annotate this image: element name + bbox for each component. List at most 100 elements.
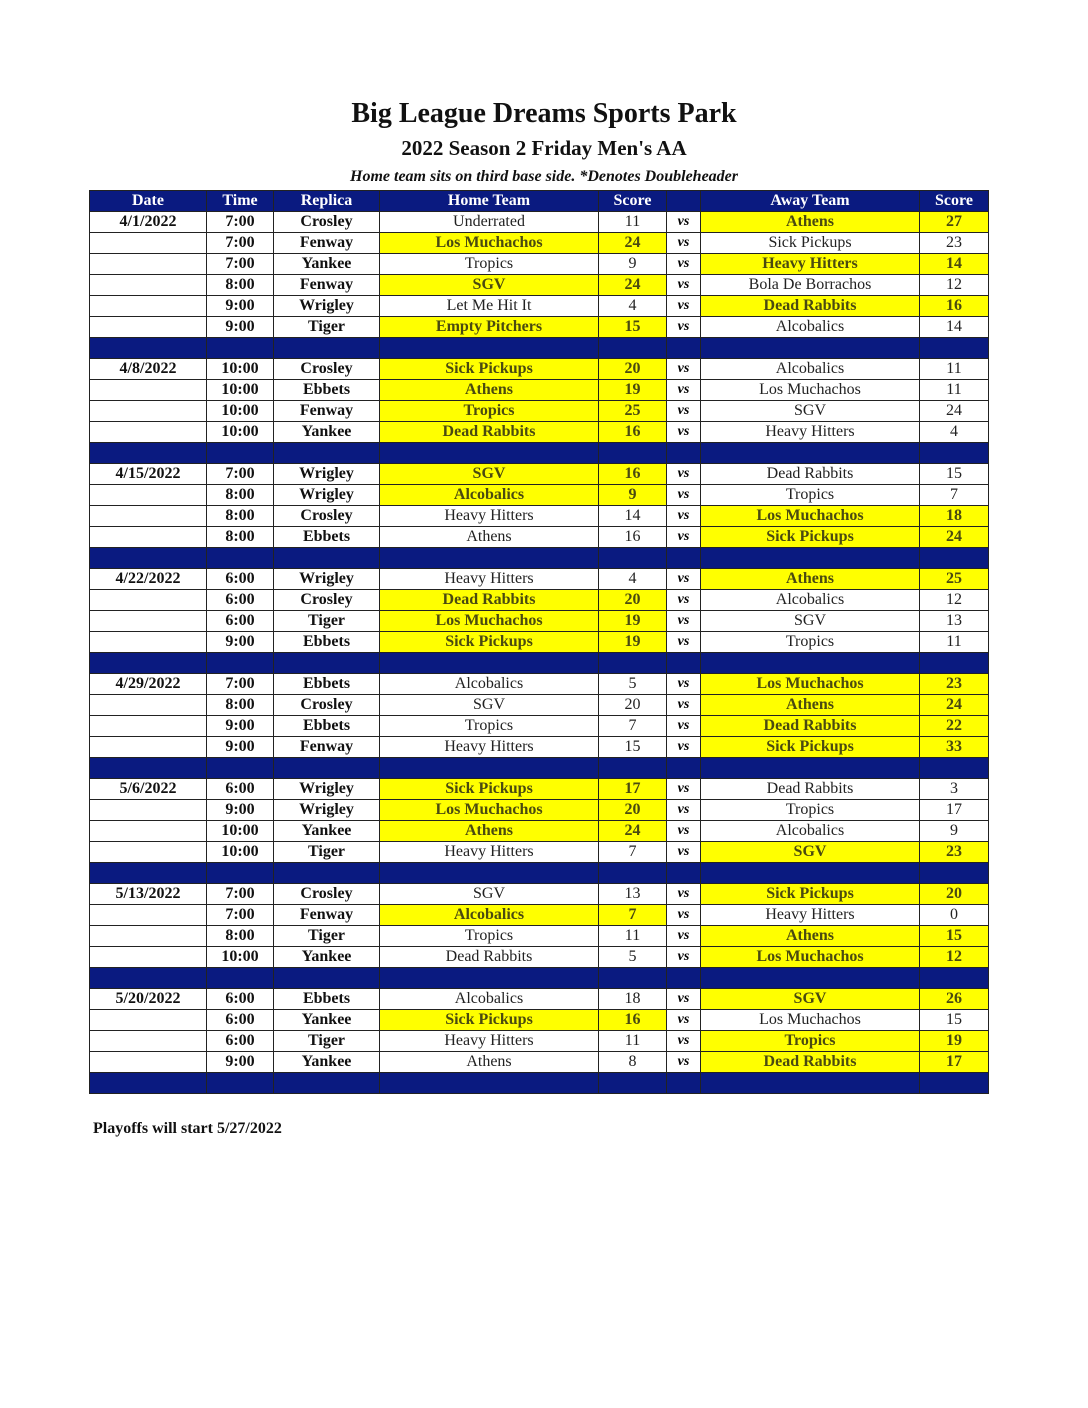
home-team-cell: Athens — [379, 379, 599, 401]
separator-cell — [273, 1072, 380, 1094]
home-team-cell: Tropics — [379, 400, 599, 422]
separator-cell — [919, 547, 989, 569]
home-score-cell: 19 — [598, 610, 667, 632]
time-cell: 10:00 — [206, 358, 274, 380]
away-score-cell: 24 — [919, 526, 989, 548]
replica-cell: Fenway — [273, 736, 380, 758]
week-separator-row — [89, 1072, 989, 1094]
replica-cell: Tiger — [273, 925, 380, 947]
date-cell: 4/29/2022 — [89, 673, 207, 695]
separator-cell — [919, 1072, 989, 1094]
home-score-cell: 9 — [598, 484, 667, 506]
vs-cell: vs — [666, 484, 701, 506]
game-row: 7:00 Fenway Los Muchachos 24 vs Sick Pickups 2… — [89, 232, 989, 254]
home-score-cell: 24 — [598, 820, 667, 842]
away-team-cell: SGV — [700, 988, 920, 1010]
away-team-cell: Tropics — [700, 799, 920, 821]
time-cell: 6:00 — [206, 778, 274, 800]
away-team-cell: Athens — [700, 568, 920, 590]
time-cell: 10:00 — [206, 400, 274, 422]
separator-cell — [89, 862, 207, 884]
time-cell: 6:00 — [206, 1030, 274, 1052]
replica-cell: Ebbets — [273, 526, 380, 548]
date-cell — [89, 379, 207, 401]
home-score-cell: 19 — [598, 379, 667, 401]
separator-cell — [666, 1072, 701, 1094]
replica-cell: Crosley — [273, 505, 380, 527]
vs-cell: vs — [666, 778, 701, 800]
replica-cell: Yankee — [273, 820, 380, 842]
replica-cell: Fenway — [273, 904, 380, 926]
home-team-cell: Los Muchachos — [379, 232, 599, 254]
separator-cell — [598, 1072, 667, 1094]
date-cell — [89, 589, 207, 611]
game-row: 8:00 Crosley Heavy Hitters 14 vs Los Muchacho… — [89, 505, 989, 527]
away-score-cell: 4 — [919, 421, 989, 443]
game-row: 6:00 Tiger Heavy Hitters 11 vs Tropics 19 — [89, 1030, 989, 1052]
game-row: 8:00 Fenway SGV 24 vs Bola De Borrachos 12 — [89, 274, 989, 296]
game-row: 4/8/2022 10:00 Crosley Sick Pickups 20 vs Alco… — [89, 358, 989, 380]
separator-cell — [666, 337, 701, 359]
away-score-cell: 17 — [919, 1051, 989, 1073]
page-note: Home team sits on third base side. *Deno… — [350, 168, 738, 185]
home-score-cell: 20 — [598, 589, 667, 611]
home-team-cell: Sick Pickups — [379, 358, 599, 380]
home-team-cell: Alcobalics — [379, 904, 599, 926]
separator-cell — [273, 337, 380, 359]
date-cell — [89, 820, 207, 842]
home-team-cell: Alcobalics — [379, 484, 599, 506]
away-team-cell: Los Muchachos — [700, 946, 920, 968]
time-cell: 8:00 — [206, 274, 274, 296]
away-team-cell: Sick Pickups — [700, 736, 920, 758]
away-team-cell: Tropics — [700, 1030, 920, 1052]
date-cell — [89, 694, 207, 716]
away-score-cell: 26 — [919, 988, 989, 1010]
home-team-cell: Heavy Hitters — [379, 568, 599, 590]
replica-cell: Ebbets — [273, 631, 380, 653]
separator-cell — [666, 862, 701, 884]
home-team-cell: Athens — [379, 820, 599, 842]
replica-cell: Wrigley — [273, 484, 380, 506]
away-team-cell: Alcobalics — [700, 820, 920, 842]
home-score-cell: 15 — [598, 736, 667, 758]
date-cell — [89, 421, 207, 443]
away-team-cell: Heavy Hitters — [700, 904, 920, 926]
separator-cell — [700, 547, 920, 569]
vs-cell: vs — [666, 610, 701, 632]
vs-cell: vs — [666, 925, 701, 947]
away-team-cell: Los Muchachos — [700, 379, 920, 401]
replica-cell: Crosley — [273, 358, 380, 380]
date-cell: 5/13/2022 — [89, 883, 207, 905]
home-team-cell: SGV — [379, 883, 599, 905]
separator-cell — [666, 967, 701, 989]
away-score-cell: 11 — [919, 358, 989, 380]
home-score-cell: 19 — [598, 631, 667, 653]
week-separator-row — [89, 862, 989, 884]
date-cell — [89, 1009, 207, 1031]
game-row: 4/15/2022 7:00 Wrigley SGV 16 vs Dead Rabbits 1… — [89, 463, 989, 485]
game-row: 6:00 Crosley Dead Rabbits 20 vs Alcobalics 12 — [89, 589, 989, 611]
away-score-cell: 23 — [919, 841, 989, 863]
separator-cell — [89, 442, 207, 464]
away-score-cell: 16 — [919, 295, 989, 317]
game-row: 8:00 Crosley SGV 20 vs Athens 24 — [89, 694, 989, 716]
away-team-cell: Dead Rabbits — [700, 778, 920, 800]
time-cell: 9:00 — [206, 799, 274, 821]
separator-cell — [273, 547, 380, 569]
separator-cell — [273, 862, 380, 884]
separator-cell — [666, 757, 701, 779]
date-cell — [89, 946, 207, 968]
replica-cell: Tiger — [273, 1030, 380, 1052]
away-score-cell: 14 — [919, 253, 989, 275]
replica-cell: Fenway — [273, 274, 380, 296]
replica-cell: Crosley — [273, 694, 380, 716]
col-replica: Replica — [273, 190, 380, 212]
footer-note: Playoffs will start 5/27/2022 — [93, 1120, 282, 1137]
home-team-cell: Athens — [379, 1051, 599, 1073]
home-score-cell: 9 — [598, 253, 667, 275]
date-cell — [89, 904, 207, 926]
home-score-cell: 17 — [598, 778, 667, 800]
vs-cell: vs — [666, 631, 701, 653]
vs-cell: vs — [666, 526, 701, 548]
time-cell: 7:00 — [206, 211, 274, 233]
